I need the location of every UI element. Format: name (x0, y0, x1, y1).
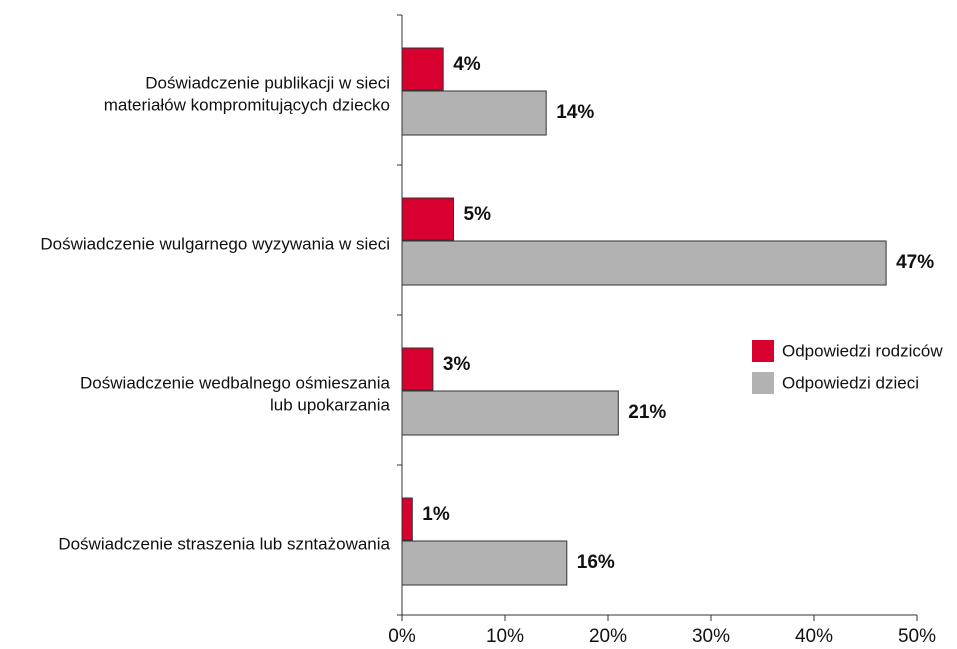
bar (401, 240, 887, 286)
value-label: 1% (422, 504, 450, 525)
bar (401, 47, 444, 91)
bar (401, 497, 413, 541)
category-label: Doświadczenie wedbalnego ośmieszania (80, 373, 391, 392)
x-tick-label: 10% (486, 626, 524, 647)
value-label: 5% (464, 204, 492, 225)
legend-label: Odpowiedzi dzieci (782, 373, 919, 392)
category-label: lub upokarzania (270, 395, 391, 414)
value-label: 21% (628, 402, 666, 423)
value-label: 4% (453, 54, 481, 75)
legend-swatch (752, 340, 774, 362)
category-label: Doświadczenie publikacji w sieci (145, 73, 390, 92)
value-label: 47% (896, 252, 934, 273)
category-label: materiałów kompromitujących dziecko (104, 95, 390, 114)
category-label: Doświadczenie straszenia lub szntażowani… (58, 534, 390, 553)
category-label: Doświadczenie wulgarnego wyzywania w sie… (40, 234, 390, 253)
bar (401, 90, 547, 136)
bar (401, 390, 619, 436)
value-label: 16% (577, 552, 615, 573)
legend-swatch (752, 372, 774, 394)
value-label: 14% (556, 102, 594, 123)
value-label: 3% (443, 354, 471, 375)
x-tick-label: 30% (692, 626, 730, 647)
bar (401, 347, 434, 391)
bar (401, 197, 454, 241)
bar (401, 540, 568, 586)
x-tick-label: 40% (795, 626, 833, 647)
x-tick-label: 20% (589, 626, 627, 647)
x-tick-label: 0% (388, 626, 416, 647)
legend-label: Odpowiedzi rodziców (782, 341, 943, 360)
x-tick-label: 50% (898, 626, 936, 647)
